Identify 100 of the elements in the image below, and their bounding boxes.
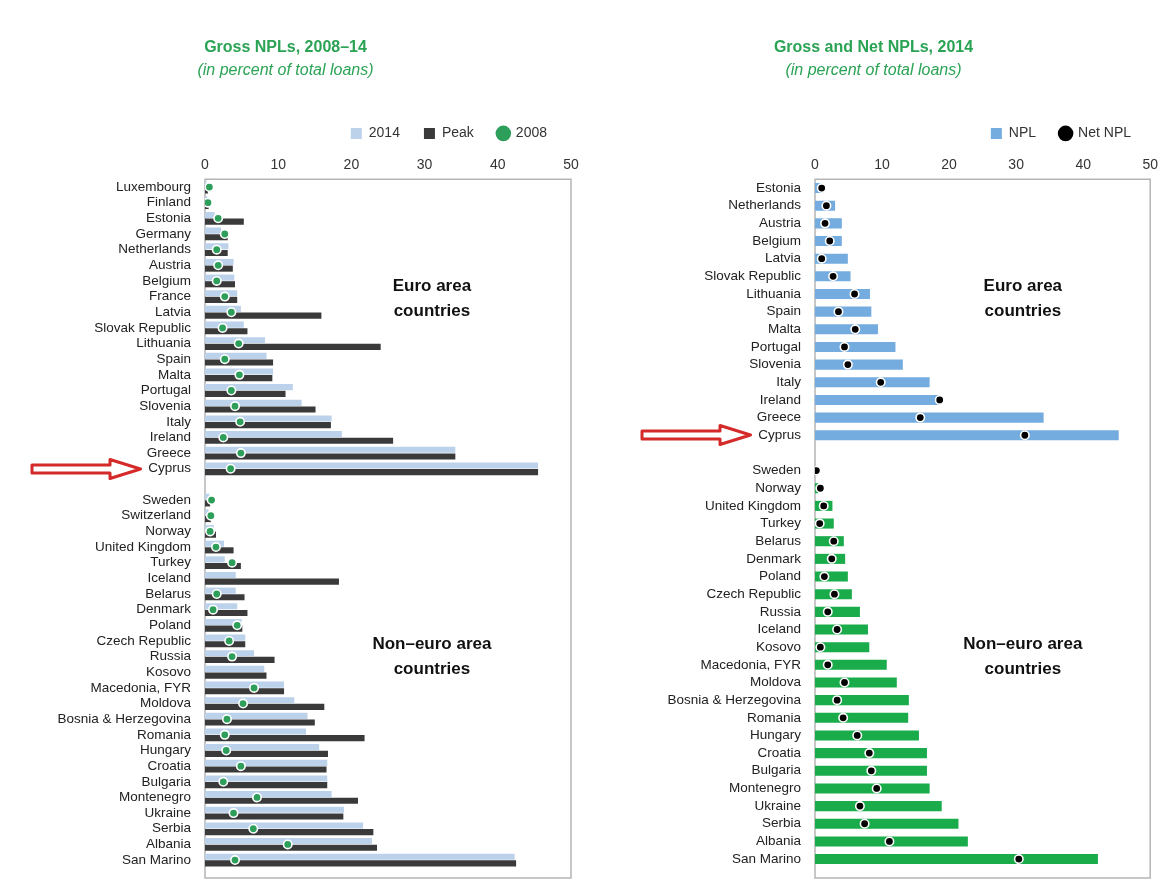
y-tick-label: Spain: [766, 303, 801, 319]
legend-label: 2014: [368, 124, 401, 141]
y-tick-label: Sweden: [752, 462, 801, 478]
y-tick-label: Norway: [755, 479, 802, 495]
x-tick-label: 50: [1142, 155, 1159, 172]
annotation: Non–euro area countries: [372, 633, 492, 678]
x-tick-label: 10: [270, 155, 287, 172]
chart-subtitle: (in percent of total loans): [197, 61, 374, 79]
y-tick-label: Moldova: [139, 695, 192, 711]
legend-label: Net NPL: [1078, 124, 1132, 141]
y-tick-label: Hungary: [139, 742, 192, 758]
y-tick-label: Turkey: [760, 515, 802, 531]
y-tick-label: Netherlands: [118, 241, 192, 257]
y-tick-label: Belarus: [145, 585, 192, 601]
y-tick-label: Bulgaria: [141, 773, 192, 789]
y-tick-label: Albania: [145, 836, 192, 852]
y-tick-label: Bosnia & Herzegovina: [667, 691, 802, 707]
x-tick-label: 20: [343, 155, 360, 172]
y-tick-label: Estonia: [755, 179, 802, 195]
y-tick-label: Ireland: [759, 391, 801, 407]
legend-label: 2008: [515, 124, 548, 141]
chart-title: Gross and Net NPLs, 2014: [773, 38, 974, 56]
y-tick-label: Austria: [148, 257, 192, 273]
y-tick-label: United Kingdom: [94, 538, 191, 554]
y-tick-label: Belarus: [755, 532, 802, 548]
y-tick-label: Slovenia: [139, 397, 192, 413]
y-tick-label: Kosovo: [755, 638, 801, 654]
y-tick-label: Poland: [148, 617, 191, 633]
y-tick-label: Lithuania: [136, 335, 192, 351]
y-tick-label: Spain: [156, 350, 191, 366]
y-tick-label: Norway: [145, 523, 192, 539]
x-tick-label: 10: [874, 155, 891, 172]
y-tick-label: Czech Republic: [96, 632, 192, 648]
annotation: Non–euro area countries: [963, 633, 1083, 678]
y-tick-label: Turkey: [150, 554, 192, 570]
y-tick-label: Croatia: [757, 744, 802, 760]
y-tick-label: Sweden: [142, 491, 191, 507]
x-tick-label: 50: [563, 155, 579, 172]
y-tick-label: Montenegro: [728, 780, 801, 796]
y-tick-label: Denmark: [746, 550, 802, 566]
y-tick-label: Netherlands: [728, 197, 802, 213]
y-tick-label: Iceland: [147, 570, 191, 586]
y-tick-label: Cyprus: [148, 460, 192, 476]
legend-label: Peak: [441, 124, 475, 141]
y-tick-label: Macedonia, FYR: [700, 656, 802, 672]
y-tick-label: Greece: [756, 409, 801, 425]
x-tick-label: 0: [811, 155, 820, 172]
y-tick-label: Serbia: [761, 815, 802, 831]
x-tick-label: 40: [1075, 155, 1092, 172]
y-tick-label: Switzerland: [121, 507, 191, 523]
y-tick-label: Cyprus: [758, 426, 802, 442]
y-tick-label: Belgium: [752, 232, 801, 248]
annotation: Euro area countries: [392, 275, 472, 320]
x-tick-label: 0: [201, 155, 210, 172]
y-tick-label: Moldova: [749, 674, 802, 690]
y-tick-label: Romania: [746, 709, 802, 725]
y-tick-label: Serbia: [151, 820, 192, 836]
y-tick-label: Iceland: [757, 621, 801, 637]
y-tick-label: San Marino: [731, 850, 801, 866]
y-tick-label: Ukraine: [144, 804, 191, 820]
y-tick-label: France: [148, 288, 191, 304]
y-tick-label: Latvia: [764, 250, 802, 266]
y-tick-label: Austria: [758, 215, 802, 231]
y-tick-label: Montenegro: [118, 789, 191, 805]
y-tick-label: Portugal: [750, 338, 801, 354]
y-tick-label: Ireland: [149, 429, 191, 445]
y-tick-label: Germany: [135, 225, 192, 241]
legend-label: NPL: [1008, 124, 1037, 141]
y-tick-label: Bulgaria: [751, 762, 802, 778]
y-tick-label: Russia: [149, 648, 192, 664]
x-tick-label: 40: [490, 155, 506, 172]
chart-subtitle: (in percent of total loans): [785, 61, 962, 79]
y-tick-label: Finland: [146, 194, 191, 210]
y-tick-label: Russia: [759, 603, 802, 619]
x-tick-label: 30: [1008, 155, 1025, 172]
y-tick-label: Estonia: [145, 210, 192, 226]
y-tick-label: Slovak Republic: [94, 319, 192, 335]
y-tick-label: Lithuania: [746, 285, 802, 301]
y-tick-label: Denmark: [136, 601, 192, 617]
y-tick-label: Romania: [136, 726, 192, 742]
y-tick-label: Bosnia & Herzegovina: [57, 710, 192, 726]
y-tick-label: Slovak Republic: [704, 268, 802, 284]
y-tick-label: Macedonia, FYR: [90, 679, 192, 695]
y-tick-label: Portugal: [140, 382, 191, 398]
y-tick-label: Belgium: [142, 272, 191, 288]
y-tick-label: Ukraine: [754, 797, 801, 813]
y-tick-label: Albania: [755, 833, 802, 849]
x-tick-label: 20: [941, 155, 958, 172]
x-tick-label: 30: [416, 155, 433, 172]
y-tick-label: Luxembourg: [115, 178, 191, 194]
y-tick-label: Kosovo: [145, 663, 191, 679]
y-tick-label: Italy: [166, 413, 192, 429]
y-tick-label: Slovenia: [749, 356, 802, 372]
y-tick-label: Croatia: [147, 757, 192, 773]
y-tick-label: San Marino: [121, 851, 191, 867]
y-tick-label: Poland: [758, 568, 801, 584]
y-tick-label: Malta: [767, 321, 802, 337]
chart-title: Gross NPLs, 2008–14: [204, 38, 367, 56]
y-tick-label: Latvia: [154, 303, 192, 319]
y-tick-label: United Kingdom: [704, 497, 801, 513]
